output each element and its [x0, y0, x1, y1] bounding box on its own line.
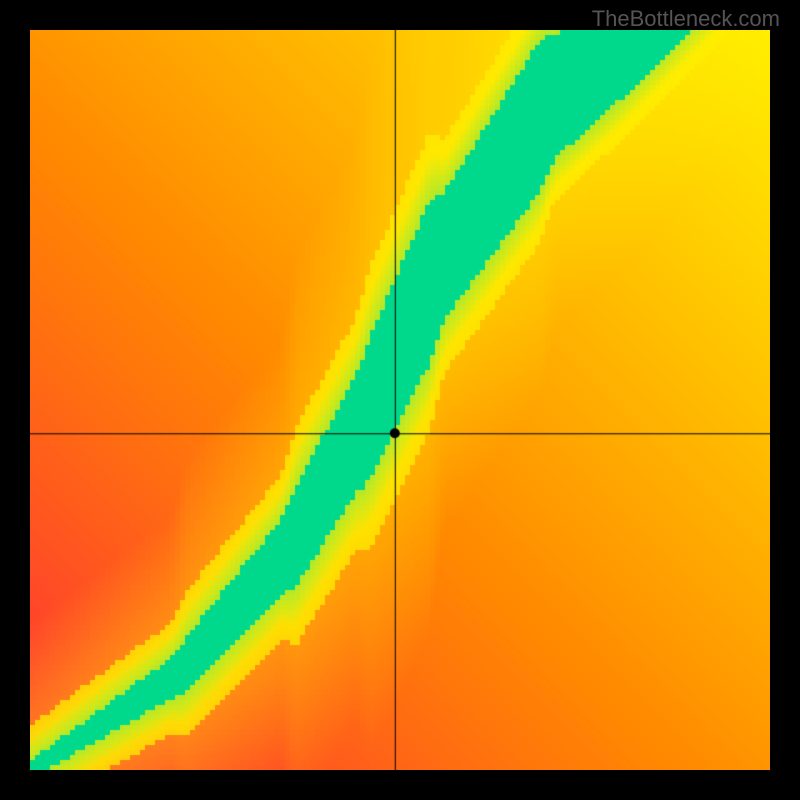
chart-container: TheBottleneck.com — [0, 0, 800, 800]
heatmap-canvas — [30, 30, 770, 770]
watermark-text: TheBottleneck.com — [592, 6, 780, 32]
